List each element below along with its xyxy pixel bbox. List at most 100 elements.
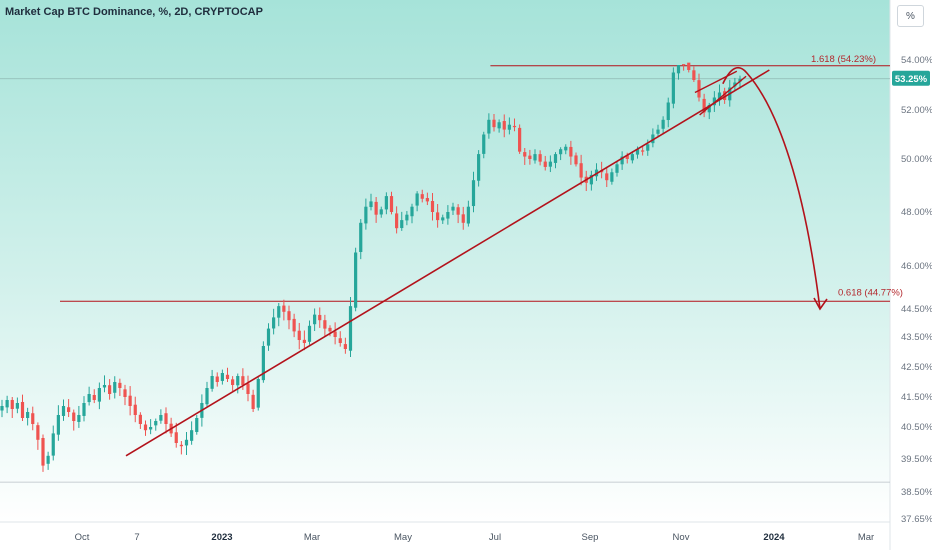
- candle-body: [61, 406, 66, 416]
- candle-body: [87, 394, 91, 403]
- y-tick-label: 44.50%: [901, 304, 932, 315]
- x-axis-ticks: Oct 7 2023 Mar May Jul Sep Nov 2024 Mar: [75, 532, 875, 543]
- candle-body: [246, 383, 250, 394]
- candle-body: [282, 305, 286, 312]
- y-tick-label: 37.65%: [901, 514, 932, 525]
- candle-body: [231, 379, 235, 385]
- candle-body: [533, 154, 537, 161]
- candle-body: [92, 394, 96, 400]
- candle-body: [318, 314, 322, 321]
- projection-arrowhead: [813, 297, 828, 311]
- candle-body: [523, 152, 527, 157]
- candle-body: [354, 252, 358, 308]
- candle-body: [256, 379, 260, 408]
- candle-body: [487, 119, 491, 134]
- y-axis-ticks: 54.00% 52.00% 50.00% 48.00% 46.00% 44.50% 43.5…: [901, 55, 932, 525]
- candle-body: [615, 164, 619, 173]
- candle-body: [36, 425, 40, 440]
- y-tick-label: 39.50%: [901, 454, 932, 465]
- candle-body: [666, 102, 670, 121]
- candle-body: [51, 433, 55, 456]
- candle-body: [574, 155, 578, 165]
- projection-curve: [722, 66, 821, 310]
- candle-body: [266, 328, 271, 346]
- candle-body: [497, 122, 501, 129]
- candle-body: [441, 217, 445, 221]
- candle-body: [72, 412, 76, 421]
- candle-body: [389, 196, 394, 212]
- candle-body: [630, 154, 634, 161]
- current-price-tag: [892, 70, 930, 86]
- candle-body: [507, 124, 511, 130]
- candle-body: [676, 65, 681, 74]
- candle-body: [456, 207, 460, 215]
- candle-body: [492, 119, 496, 128]
- candle-body: [297, 330, 301, 340]
- candle-body: [425, 198, 429, 202]
- candle-body: [359, 222, 363, 252]
- candle-body: [82, 403, 86, 416]
- candle-body: [420, 194, 424, 199]
- candle-body: [538, 154, 542, 162]
- candle-body: [384, 196, 388, 210]
- candle-body: [56, 415, 60, 435]
- candle-body: [446, 212, 450, 219]
- candle-body: [682, 64, 686, 66]
- candle-body: [302, 339, 306, 343]
- candle-body: [451, 206, 455, 211]
- candle-body: [26, 412, 30, 419]
- y-axis-panel: [890, 0, 932, 550]
- candle-body: [589, 174, 593, 185]
- candle-body: [687, 62, 691, 70]
- y-tick-label: 46.00%: [901, 261, 932, 272]
- x-tick-label: Oct: [75, 532, 90, 543]
- candle-body: [651, 134, 655, 144]
- candle-body: [641, 150, 645, 152]
- candle-body: [205, 388, 209, 405]
- candle-body: [195, 418, 199, 432]
- x-tick-label: Mar: [304, 532, 320, 543]
- candle-body: [635, 149, 640, 155]
- x-tick-label: Nov: [673, 532, 690, 543]
- y-tick-label: 52.00%: [901, 105, 932, 116]
- candle-body: [625, 155, 629, 159]
- x-tick-label: Jul: [489, 532, 501, 543]
- candle-body: [41, 437, 45, 466]
- candle-body: [236, 376, 240, 386]
- candle-body: [277, 306, 281, 318]
- candle-body: [656, 129, 660, 134]
- candle-body: [405, 214, 409, 221]
- candle-body: [364, 206, 368, 224]
- candle-body: [738, 78, 742, 82]
- candle-body: [338, 338, 342, 343]
- candle-body: [477, 154, 481, 181]
- candle-body: [307, 325, 312, 342]
- x-tick-label: 2024: [763, 532, 785, 543]
- candle-body: [482, 134, 486, 154]
- candle-body: [379, 209, 383, 215]
- candle-body: [333, 331, 337, 337]
- candle-body: [697, 80, 701, 98]
- candle-body: [692, 70, 696, 80]
- rising-trendline: [125, 69, 770, 457]
- candle-body: [215, 376, 219, 382]
- candle-body: [671, 72, 675, 104]
- candle-body: [707, 105, 711, 113]
- x-tick-label: Sep: [582, 532, 599, 543]
- y-tick-label: 41.50%: [901, 392, 932, 403]
- y-tick-label: 40.50%: [901, 422, 932, 433]
- candle-body: [102, 385, 107, 388]
- percent-scale-button[interactable]: %: [897, 5, 924, 27]
- candle-body: [702, 98, 706, 113]
- candle-body: [287, 311, 291, 321]
- candle-body: [646, 144, 650, 151]
- candle-body: [466, 206, 470, 224]
- x-tick-label: 2023: [211, 532, 232, 543]
- candle-body: [374, 201, 378, 215]
- candle-body: [123, 389, 127, 397]
- candle-body: [313, 314, 317, 325]
- candle-body: [143, 424, 148, 431]
- candle-body: [620, 156, 624, 165]
- candle-body: [343, 344, 347, 349]
